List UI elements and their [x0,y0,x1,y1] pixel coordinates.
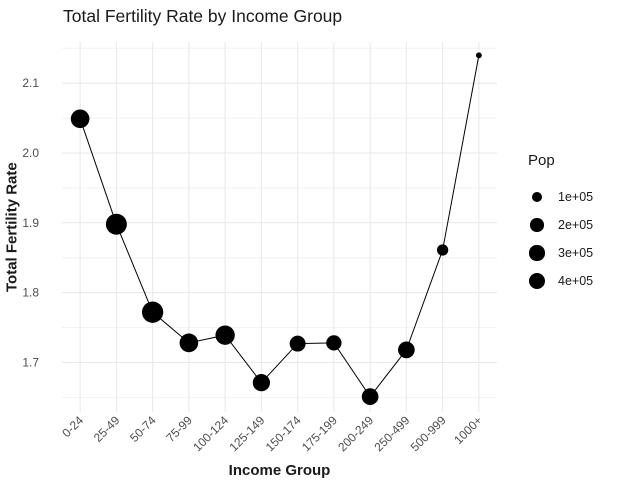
x-axis-title: Income Group [228,462,331,479]
x-tick-label: 125-149 [226,413,267,454]
data-point [252,374,270,392]
data-point [361,388,379,405]
legend-item-label: 1e+05 [558,190,594,204]
legend-items: 1e+05 2e+05 3e+05 4e+05 [520,183,622,295]
data-point [289,335,306,352]
data-point [105,213,127,235]
data-point [179,333,199,353]
legend-item-label: 2e+05 [558,218,594,232]
x-tick-label: 200-249 [335,413,376,454]
legend-item: 1e+05 [520,183,622,211]
data-point [215,325,235,345]
chart-title: Total Fertility Rate by Income Group [63,6,343,26]
y-tick-label: 1.9 [22,216,39,230]
x-tick-label: 100-124 [190,413,231,454]
y-tick-label: 1.8 [22,286,39,300]
x-tick-label: 175-199 [299,413,340,454]
data-point [398,341,415,359]
x-tick-label: 50-74 [127,413,159,445]
legend-size-dot-icon [531,191,543,203]
x-tick-label: 150-174 [263,413,304,454]
y-tick-label: 2.0 [22,146,39,160]
legend-dot-col [520,245,554,261]
y-tick-label: 2.1 [22,76,39,90]
legend-dot-col [520,218,554,232]
x-tick-label: 75-99 [163,413,195,445]
x-tick-label: 1000+ [451,413,485,447]
legend-title: Pop [528,152,555,169]
data-point [141,301,164,323]
legend-size-dot-icon [529,245,545,261]
trend-line [79,55,480,398]
x-tick-label: 500-999 [408,413,449,454]
x-tick-label: 0-24 [59,413,86,440]
legend: Pop 1e+05 2e+05 3e+05 4e+05 [520,152,622,295]
data-point [475,52,482,59]
legend-item: 4e+05 [520,267,622,295]
legend-dot-col [520,272,554,290]
y-axis-title: Total Fertility Rate [3,162,21,292]
legend-item: 2e+05 [520,211,622,239]
legend-size-dot-icon [530,218,544,232]
legend-item-label: 3e+05 [558,246,594,260]
data-point [326,335,342,351]
y-tick-label: 1.7 [22,355,39,369]
x-tick-label: 250-499 [371,413,412,454]
legend-item: 3e+05 [520,239,622,267]
data-point [436,244,449,256]
x-tick-label: 25-49 [91,413,123,445]
legend-size-dot-icon [528,272,546,290]
legend-dot-col [520,191,554,203]
legend-item-label: 4e+05 [558,274,594,288]
data-point [70,109,90,129]
